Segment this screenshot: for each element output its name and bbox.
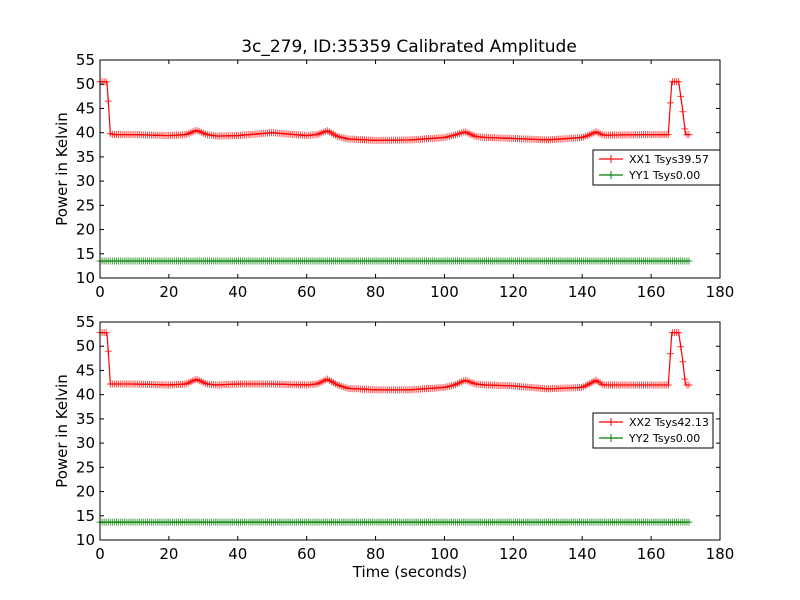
legend: XX1 Tsys39.57 YY1 Tsys0.00	[592, 149, 721, 186]
data-point-marker	[685, 518, 693, 526]
data-point-marker	[666, 99, 674, 107]
x-tick-label: 60	[297, 545, 316, 563]
y-tick-label: 55	[76, 313, 95, 331]
series-xx-2	[96, 329, 693, 394]
data-point-marker	[681, 375, 689, 383]
y-tick-label: 20	[76, 221, 95, 239]
x-tick-label: 0	[95, 283, 105, 301]
y-tick-label: 40	[76, 386, 95, 404]
y-tick-label: 35	[76, 148, 95, 166]
y-tick-label: 30	[76, 434, 95, 452]
legend-marker	[607, 418, 615, 426]
data-point-marker	[685, 381, 693, 389]
x-tick-label: 0	[95, 545, 105, 563]
legend-marker	[607, 171, 615, 179]
data-point-marker	[679, 358, 687, 366]
figure-title: 3c_279, ID:35359 Calibrated Amplitude	[241, 37, 577, 57]
y-axis-label: Power in Kelvin	[53, 374, 71, 488]
x-tick-label: 80	[366, 283, 385, 301]
legend-label: XX1 Tsys39.57	[629, 153, 709, 166]
y-tick-label: 15	[76, 507, 95, 525]
y-tick-label: 10	[76, 531, 95, 549]
legend-label: XX2 Tsys42.13	[629, 416, 709, 429]
y-tick-label: 55	[76, 51, 95, 69]
x-tick-label: 40	[228, 283, 247, 301]
series-line	[100, 81, 689, 142]
y-tick-label: 15	[76, 245, 95, 263]
chart-bottom: 0 20 40 60 80 100 120 140 160 180 10 15 20 25 30 35 40 45…	[53, 313, 734, 581]
y-axis-label: Power in Kelvin	[53, 112, 71, 226]
data-point-marker	[685, 131, 693, 139]
data-point-marker	[102, 329, 110, 337]
data-point-marker	[677, 92, 685, 100]
series-xx-1	[96, 78, 693, 144]
legend-box	[592, 412, 714, 449]
legend-box	[592, 149, 721, 186]
x-tick-label: 160	[637, 545, 666, 563]
data-point-marker	[675, 329, 683, 337]
y-tick-label: 20	[76, 483, 95, 501]
x-axis-label: Time (seconds)	[352, 563, 468, 581]
data-point-marker	[104, 347, 112, 355]
x-tick-label: 140	[568, 545, 597, 563]
data-point-marker	[677, 343, 685, 351]
y-tick-label: 45	[76, 99, 95, 117]
x-tick-label: 180	[706, 545, 735, 563]
data-point-marker	[664, 131, 672, 139]
x-tick-label: 100	[430, 545, 459, 563]
x-tick-label: 160	[637, 283, 666, 301]
y-tick-label: 25	[76, 458, 95, 476]
legend-label: YY2 Tsys0.00	[628, 432, 700, 445]
data-point-marker	[681, 125, 689, 133]
y-tick-label: 50	[76, 75, 95, 93]
x-tick-label: 120	[499, 283, 528, 301]
y-tick-label: 30	[76, 172, 95, 190]
legend: XX2 Tsys42.13 YY2 Tsys0.00	[592, 412, 714, 449]
y-tick-label: 40	[76, 124, 95, 142]
y-tick-label: 45	[76, 361, 95, 379]
legend-marker	[607, 434, 615, 442]
data-point-marker	[102, 78, 110, 86]
x-tick-label: 140	[568, 283, 597, 301]
series-yy-2	[96, 518, 693, 526]
x-tick-label: 80	[366, 545, 385, 563]
y-tick-label: 10	[76, 269, 95, 287]
data-point-marker	[675, 78, 683, 86]
chart-top: 0 20 40 60 80 100 120 140 160 180 10 15 20 25 30 35 40 45…	[53, 51, 734, 301]
data-point-marker	[664, 381, 672, 389]
x-tick-label: 180	[706, 283, 735, 301]
x-tick-label: 20	[159, 283, 178, 301]
x-tick-label: 120	[499, 545, 528, 563]
axes-frame	[99, 321, 721, 541]
y-tick-label: 35	[76, 410, 95, 428]
data-point-marker	[685, 257, 693, 265]
x-tick-label: 100	[430, 283, 459, 301]
y-tick-label: 25	[76, 196, 95, 214]
data-point-marker	[104, 97, 112, 105]
data-point-marker	[666, 350, 674, 358]
x-tick-label: 60	[297, 283, 316, 301]
y-tick-label: 50	[76, 337, 95, 355]
legend-label: YY1 Tsys0.00	[628, 169, 700, 182]
x-tick-label: 40	[228, 545, 247, 563]
legend-marker	[607, 155, 615, 163]
data-point-marker	[679, 108, 687, 116]
x-tick-label: 20	[159, 545, 178, 563]
series-yy-1	[96, 257, 693, 265]
